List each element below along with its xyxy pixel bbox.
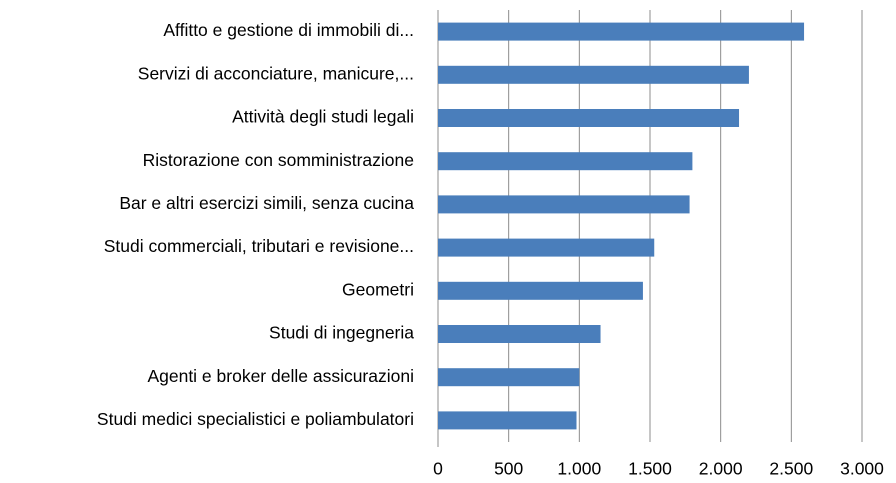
x-tick-label: 500 bbox=[494, 459, 523, 479]
y-tick-label: Studi medici specialistici e poliambulat… bbox=[97, 409, 414, 429]
y-tick-label: Affitto e gestione di immobili di... bbox=[163, 20, 414, 40]
x-tick-label: 2.000 bbox=[699, 459, 743, 479]
bar bbox=[438, 238, 655, 257]
y-tick-label: Studi di ingegneria bbox=[269, 323, 414, 343]
bar bbox=[438, 195, 690, 214]
x-tick-label: 2.500 bbox=[769, 459, 813, 479]
x-tick-label: 1.000 bbox=[557, 459, 601, 479]
y-tick-label: Studi commerciali, tributari e revisione… bbox=[104, 236, 414, 256]
bar bbox=[438, 152, 693, 171]
y-tick-label: Servizi di acconciature, manicure,... bbox=[138, 63, 414, 83]
bar bbox=[438, 65, 749, 84]
y-tick-label: Attività degli studi legali bbox=[232, 107, 414, 127]
bar bbox=[438, 325, 601, 343]
y-tick-label: Ristorazione con somministrazione bbox=[143, 150, 414, 170]
y-tick-label: Agenti e broker delle assicurazioni bbox=[147, 366, 414, 386]
y-tick-label: Geometri bbox=[342, 279, 414, 299]
x-tick-label: 0 bbox=[433, 459, 443, 479]
bar bbox=[438, 22, 805, 41]
x-tick-label: 1.500 bbox=[628, 459, 672, 479]
bar bbox=[438, 109, 740, 127]
bar bbox=[438, 368, 580, 387]
y-tick-label: Bar e altri esercizi simili, senza cucin… bbox=[119, 193, 414, 213]
bar bbox=[438, 411, 577, 430]
x-tick-label: 3.000 bbox=[840, 459, 884, 479]
bar bbox=[438, 281, 643, 300]
